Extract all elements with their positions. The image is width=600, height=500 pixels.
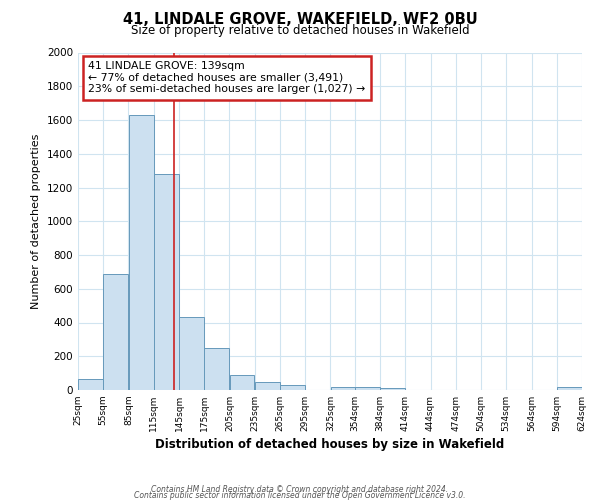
Bar bbox=[103, 274, 128, 390]
Text: Contains public sector information licensed under the Open Government Licence v3: Contains public sector information licen… bbox=[134, 490, 466, 500]
Bar bbox=[255, 382, 280, 390]
Bar bbox=[205, 348, 229, 390]
Text: 41, LINDALE GROVE, WAKEFIELD, WF2 0BU: 41, LINDALE GROVE, WAKEFIELD, WF2 0BU bbox=[122, 12, 478, 28]
Text: 41 LINDALE GROVE: 139sqm
← 77% of detached houses are smaller (3,491)
23% of sem: 41 LINDALE GROVE: 139sqm ← 77% of detach… bbox=[88, 61, 365, 94]
Bar bbox=[230, 375, 254, 390]
Bar bbox=[179, 316, 204, 390]
Bar bbox=[355, 388, 380, 390]
X-axis label: Distribution of detached houses by size in Wakefield: Distribution of detached houses by size … bbox=[155, 438, 505, 451]
Y-axis label: Number of detached properties: Number of detached properties bbox=[31, 134, 41, 309]
Text: Contains HM Land Registry data © Crown copyright and database right 2024.: Contains HM Land Registry data © Crown c… bbox=[151, 484, 449, 494]
Text: Size of property relative to detached houses in Wakefield: Size of property relative to detached ho… bbox=[131, 24, 469, 37]
Bar bbox=[557, 388, 582, 390]
Bar bbox=[280, 385, 305, 390]
Bar bbox=[331, 386, 355, 390]
Bar bbox=[154, 174, 179, 390]
Bar bbox=[128, 115, 154, 390]
Bar bbox=[78, 379, 103, 390]
Bar bbox=[380, 388, 405, 390]
